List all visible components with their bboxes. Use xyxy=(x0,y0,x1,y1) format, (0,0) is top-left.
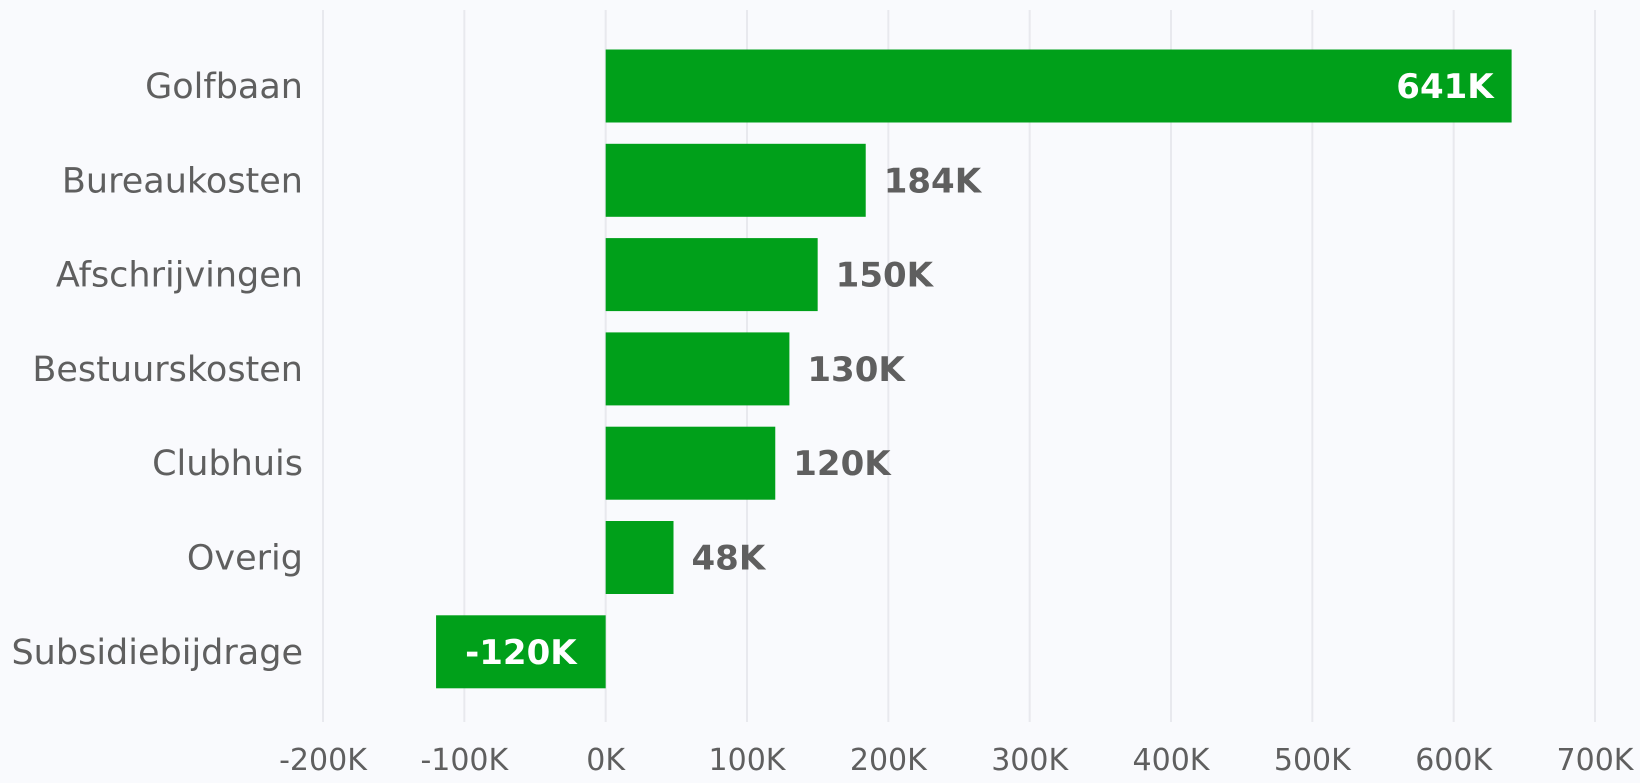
data-labels: 641K 184K 150K 130K 120K 48K -120K xyxy=(465,67,1495,673)
x-tick-label: 400K xyxy=(1133,743,1211,778)
category-label: Bestuurskosten xyxy=(32,350,303,390)
bar xyxy=(605,143,866,217)
category-labels: Golfbaan Bureaukosten Afschrijvingen Bestuu… xyxy=(11,67,303,673)
x-tick-label: 0K xyxy=(586,743,626,778)
gridlines xyxy=(322,10,1596,722)
data-label: 184K xyxy=(884,161,983,201)
bar xyxy=(436,615,606,689)
bar xyxy=(605,49,1512,123)
bar xyxy=(605,426,776,500)
bar xyxy=(605,521,674,594)
bar xyxy=(605,238,818,312)
category-label: Clubhuis xyxy=(152,444,303,484)
x-tick-label: 600K xyxy=(1415,743,1493,778)
x-tick-label: -100K xyxy=(420,743,509,778)
category-label: Subsidiebijdrage xyxy=(11,633,303,673)
x-tick-label: -200K xyxy=(279,743,368,778)
category-label: Golfbaan xyxy=(145,67,303,107)
x-tick-label: 100K xyxy=(709,743,787,778)
x-tick-label: 500K xyxy=(1274,743,1352,778)
x-tick-label: 300K xyxy=(991,743,1069,778)
data-label: 48K xyxy=(692,539,767,579)
category-label: Bureaukosten xyxy=(62,161,303,201)
data-label: 130K xyxy=(807,350,906,390)
category-label: Afschrijvingen xyxy=(56,256,303,296)
data-label: -120K xyxy=(465,633,578,673)
category-label: Overig xyxy=(187,539,303,579)
data-label: 120K xyxy=(793,444,892,484)
bar xyxy=(605,332,790,406)
bars xyxy=(436,49,1512,689)
data-label: 150K xyxy=(836,256,935,296)
x-tick-label: 700K xyxy=(1557,743,1635,778)
x-tick-label: 200K xyxy=(850,743,928,778)
data-label: 641K xyxy=(1396,67,1495,107)
x-axis-ticks: -200K -100K 0K 100K 200K 300K 400K 500K 600K 700K xyxy=(279,743,1635,778)
